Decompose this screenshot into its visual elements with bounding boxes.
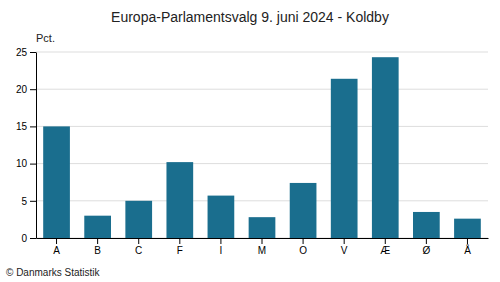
- bar: [125, 201, 152, 238]
- plot-area: 0 5 10 15 20 25 A B C F I M O V Æ Ø Å: [16, 47, 489, 256]
- y-tick-mark: [30, 238, 36, 239]
- y-tick-label: 20: [16, 84, 28, 95]
- x-tick: V: [341, 238, 348, 256]
- title: Europa-Parlamentsvalg 9. juni 2024 - Kol…: [111, 9, 389, 25]
- x-tick-label: A: [53, 245, 60, 256]
- x-tick-mark: [262, 238, 263, 244]
- grid-line: [36, 89, 488, 90]
- x-tick: I: [220, 238, 223, 256]
- y-tick-label: 5: [21, 196, 27, 207]
- y-tick-mark: [30, 52, 36, 53]
- y-tick: 25: [16, 47, 36, 58]
- x-tick: M: [258, 238, 266, 256]
- x-tick: B: [94, 238, 101, 256]
- x-tick-mark: [56, 238, 57, 244]
- y-tick-label: 10: [16, 158, 28, 169]
- y-tick: 10: [16, 158, 36, 169]
- bar: [249, 217, 276, 238]
- footer: © Danmarks Statistik: [6, 267, 101, 278]
- y-tick-label: 0: [21, 233, 27, 244]
- x-tick-label: Ø: [422, 245, 430, 256]
- x-tick: Å: [464, 238, 471, 256]
- bar: [166, 162, 193, 238]
- y-axis-line: [36, 53, 37, 239]
- bars: [43, 57, 481, 238]
- y-tick-mark: [30, 164, 36, 165]
- x-tick-mark: [220, 238, 221, 244]
- bar: [208, 196, 235, 238]
- x-tick: F: [177, 238, 183, 256]
- bar: [454, 219, 481, 238]
- x-tick: C: [135, 238, 142, 256]
- y-axis: 0 5 10 15 20 25: [16, 47, 37, 244]
- y-tick-label: 15: [16, 121, 28, 132]
- x-tick-mark: [138, 238, 139, 244]
- bar: [331, 79, 358, 238]
- bar: [84, 216, 111, 238]
- x-tick-label: M: [258, 245, 266, 256]
- y-tick: 20: [16, 84, 36, 95]
- x-tick-label: B: [94, 245, 101, 256]
- x-tick-label: C: [135, 245, 142, 256]
- x-tick-mark: [426, 238, 427, 244]
- x-tick-mark: [467, 238, 468, 244]
- x-tick: Æ: [380, 238, 390, 256]
- y-label: Pct.: [36, 32, 55, 44]
- grid-line: [36, 126, 488, 127]
- x-tick: Ø: [422, 238, 430, 256]
- y-tick-mark: [30, 126, 36, 127]
- x-tick-label: V: [341, 245, 348, 256]
- x-tick-label: I: [220, 245, 223, 256]
- x-tick-mark: [179, 238, 180, 244]
- chart: Europa-Parlamentsvalg 9. juni 2024 - Kol…: [0, 0, 500, 282]
- y-tick-mark: [30, 89, 36, 90]
- x-tick: A: [53, 238, 60, 256]
- x-tick-mark: [344, 238, 345, 244]
- x-tick-label: O: [299, 245, 307, 256]
- grid-line: [36, 200, 488, 201]
- bar: [413, 212, 440, 238]
- bar: [372, 57, 399, 238]
- x-tick-mark: [303, 238, 304, 244]
- y-tick-mark: [30, 201, 36, 202]
- x-tick: O: [299, 238, 307, 256]
- bar: [43, 126, 70, 238]
- x-tick-label: F: [177, 245, 183, 256]
- y-tick: 15: [16, 121, 36, 132]
- x-tick-label: Æ: [380, 245, 390, 256]
- x-axis: ABCFIMOVÆØÅ: [37, 238, 489, 256]
- x-tick-mark: [385, 238, 386, 244]
- grid-line: [36, 163, 488, 164]
- y-tick: 0: [21, 233, 36, 244]
- y-tick: 5: [21, 196, 36, 207]
- y-tick-label: 25: [16, 47, 28, 58]
- chart-container: Europa-Parlamentsvalg 9. juni 2024 - Kol…: [0, 0, 500, 282]
- bar: [290, 183, 317, 238]
- grid: [36, 52, 488, 238]
- grid-line: [36, 52, 488, 53]
- x-tick-mark: [97, 238, 98, 244]
- x-tick-label: Å: [464, 244, 471, 256]
